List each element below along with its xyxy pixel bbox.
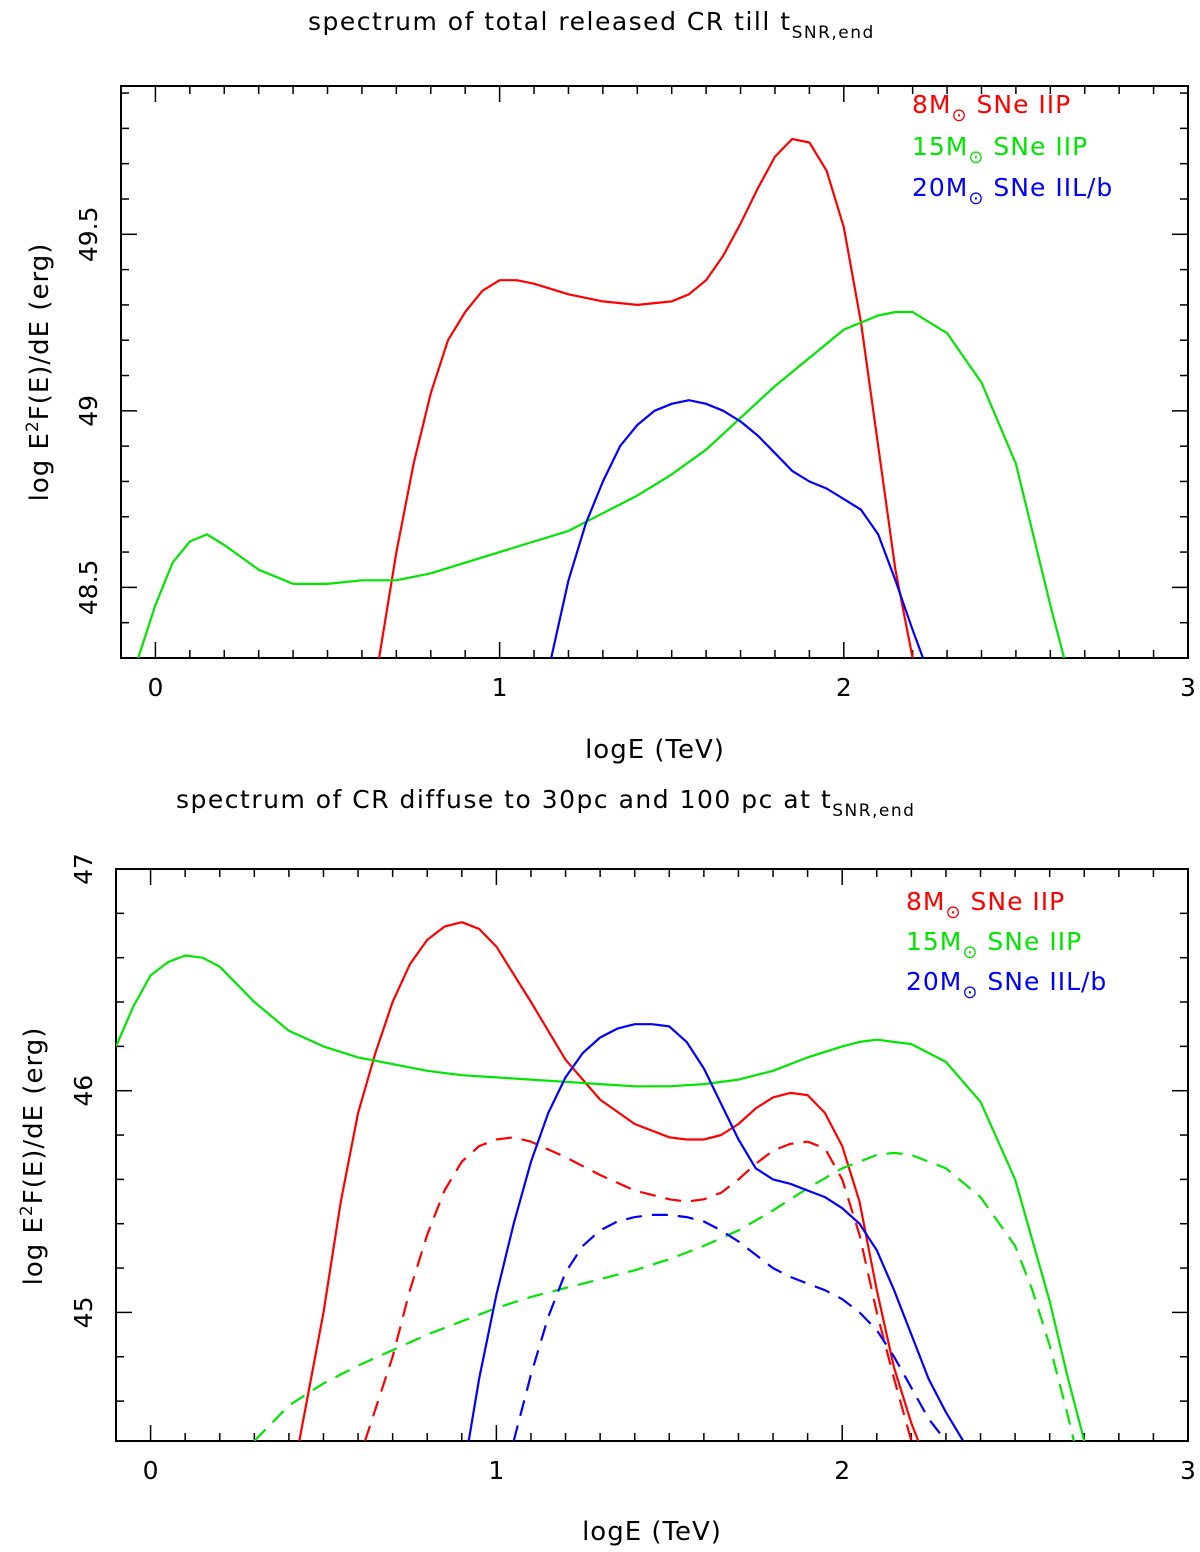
x-tick-label: 1 — [492, 673, 508, 702]
x-tick-label: 2 — [836, 673, 852, 702]
chart-bottom-plot-frame — [115, 868, 1189, 1442]
x-tick-label: 3 — [1180, 1456, 1196, 1485]
legend-top-15m: 15M⊙ SNe IIP — [912, 132, 1088, 168]
series-line-15m-30pc — [116, 954, 1086, 1441]
series-line-15m-sne-iip — [137, 310, 1066, 658]
legend-bottom-20m: 20M⊙ SNe IIL/b — [906, 967, 1107, 1003]
series-line-8m-100pc — [363, 1136, 913, 1441]
legend-bottom-15m: 15M⊙ SNe IIP — [906, 927, 1082, 963]
chart-top-series — [137, 137, 1066, 658]
x-tick-label: 0 — [143, 1456, 159, 1485]
chart-bottom-legend: 8M⊙ SNe IIP 15M⊙ SNe IIP 20M⊙ SNe IIL/b — [906, 887, 1107, 1003]
chart-bottom-ylabel: log E2F(E)/dE (erg) — [17, 1027, 49, 1286]
y-tick-label: 49.5 — [74, 206, 103, 262]
chart-bottom-title: spectrum of CR diffuse to 30pc and 100 p… — [176, 785, 915, 821]
chart-top-xlabel: logE (TeV) — [585, 735, 725, 765]
chart-bottom: spectrum of CR diffuse to 30pc and 100 p… — [17, 785, 1196, 1547]
y-tick-label: 49 — [74, 395, 103, 427]
y-tick-label: 45 — [69, 1297, 98, 1329]
legend-bottom-8m: 8M⊙ SNe IIP — [906, 887, 1065, 923]
y-tick-label: 47 — [69, 853, 98, 885]
series-line-8m-30pc — [298, 921, 920, 1441]
series-line-15m-100pc — [253, 1151, 1075, 1441]
chart-bottom-series — [116, 921, 1086, 1441]
y-tick-label: 46 — [69, 1075, 98, 1107]
series-line-20m-sne-iil/b — [550, 399, 925, 658]
chart-bottom-xlabel: logE (TeV) — [582, 1517, 722, 1547]
chart-top-legend: 8M⊙ SNe IIP 15M⊙ SNe IIP 20M⊙ SNe IIL/b — [912, 90, 1113, 209]
chart-top-ticks: 0 1 2 3 48.5 49 49.5 — [74, 86, 1196, 702]
x-tick-label: 1 — [488, 1456, 504, 1485]
legend-top-20m: 20M⊙ SNe IIL/b — [912, 173, 1113, 209]
legend-top-8m: 8M⊙ SNe IIP — [912, 90, 1071, 126]
x-tick-label: 3 — [1180, 673, 1196, 702]
chart-bottom-ticks: 0 1 2 3 45 46 47 — [69, 853, 1196, 1485]
x-tick-label: 2 — [834, 1456, 850, 1485]
series-line-8m-sne-iip — [378, 137, 914, 658]
x-tick-label: 0 — [147, 673, 163, 702]
series-line-20m-100pc — [512, 1213, 947, 1441]
chart-top: spectrum of total released CR till tSNR,… — [23, 7, 1196, 765]
chart-top-plot-frame — [120, 85, 1189, 659]
chart-top-ylabel: log E2F(E)/dE (erg) — [23, 243, 55, 502]
chart-top-title: spectrum of total released CR till tSNR,… — [308, 7, 875, 43]
series-line-20m-30pc — [467, 1023, 965, 1441]
y-tick-label: 48.5 — [74, 560, 103, 616]
